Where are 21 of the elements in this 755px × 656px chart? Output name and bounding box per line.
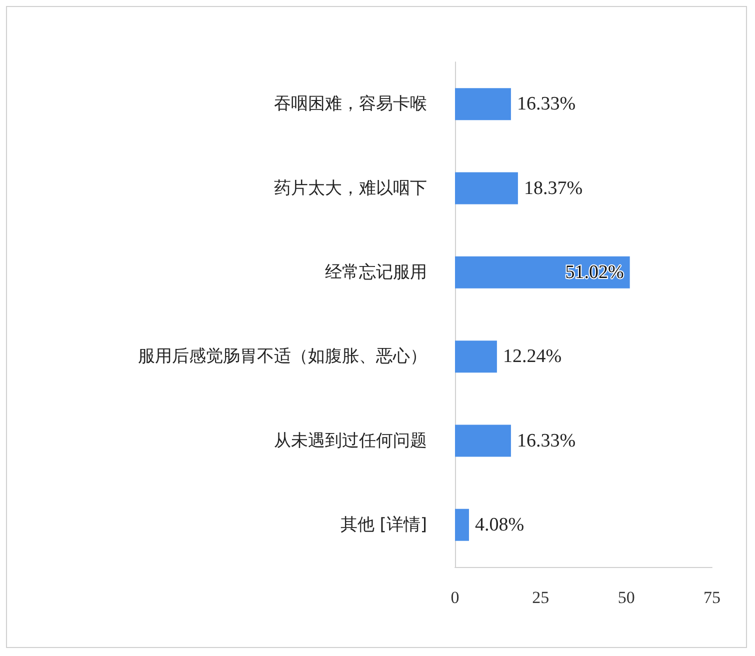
- x-tick-label: 50: [618, 588, 635, 607]
- bar: [455, 340, 497, 373]
- bar: [455, 424, 511, 457]
- y-tick-label: 从未遇到过任何问题: [274, 430, 427, 451]
- y-tick-label: 吞咽困难，容易卡喉: [274, 94, 427, 114]
- data-label: 18.37%: [524, 178, 583, 199]
- data-label: 51.02%: [565, 262, 624, 283]
- y-tick-label: 经常忘记服用: [325, 262, 427, 282]
- data-label: 16.33%: [516, 430, 576, 452]
- data-label: 16.33%: [516, 94, 576, 115]
- x-tick-label: 75: [704, 588, 720, 607]
- x-tick-label: 25: [532, 588, 550, 607]
- y-tick-label: 服用后感觉肠胃不适（如腹胀、恶心）: [138, 346, 427, 367]
- bar: [455, 172, 518, 204]
- bar: [455, 508, 469, 541]
- data-label: 4.08%: [474, 514, 524, 536]
- x-tick-label: 0: [450, 588, 460, 607]
- y-tick-label: 其他 [详情]: [340, 514, 427, 535]
- data-label: 12.24%: [502, 346, 562, 368]
- y-tick-label: 药片太大，难以咽下: [274, 178, 427, 198]
- bar: [455, 88, 511, 120]
